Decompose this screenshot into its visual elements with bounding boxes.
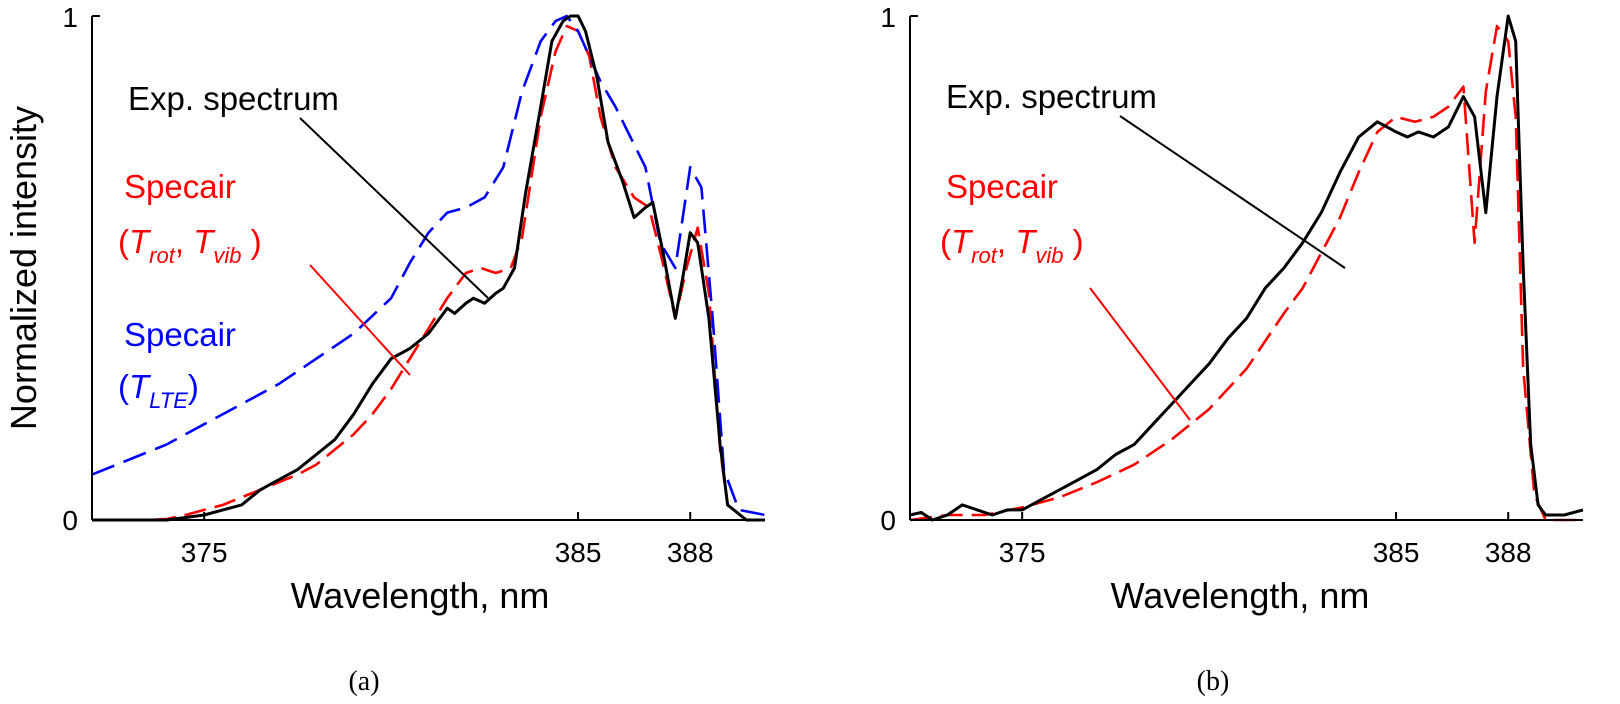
panel-a-plot-area [91,14,766,522]
panel-a: 1 0 375 385 388 Wavelength, nm Normalized … [3,2,766,697]
panel-b-ytick-1: 1 [880,2,896,33]
panel-b-plot-area [909,14,1584,522]
panel-a-specair1-params: (Trot, Tvib ) [118,223,262,268]
panel-b-specair1-leader [1089,287,1191,421]
panel-a-series-2-line [91,14,766,517]
panel-a-specair2-title: Specair [124,316,236,353]
panel-a-xlabel: Wavelength, nm [291,575,550,616]
panel-b-specair1-title: Specair [946,168,1058,205]
panel-a-xtick-label-1: 385 [555,537,602,568]
panel-b-ytick-0: 0 [880,505,896,536]
panel-b-caption: (b) [1197,666,1230,697]
panel-b-exp-label: Exp. spectrum [946,78,1157,115]
panel-a-exp-label: Exp. spectrum [128,80,339,117]
panel-a-series-0-line [92,14,765,522]
panel-a-specair2-params: (TLTE) [118,368,199,413]
panel-b-series-1-line [909,24,1583,522]
panel-b-xtick-label-2: 388 [1485,537,1532,568]
panel-b-xtick-label-1: 385 [1373,537,1420,568]
panel-b: 1 0 375 385 388 Wavelength, nm Exp. spectr… [880,2,1584,697]
panel-b-xtick-label-0: 375 [999,537,1046,568]
panel-a-specair1-title: Specair [124,168,236,205]
panel-b-specair1-params: (Trot, Tvib ) [940,223,1084,268]
panel-a-caption: (a) [348,666,379,697]
panel-b-exp-leader [1119,115,1346,269]
panel-b-series-0-line [909,14,1584,522]
panel-b-xlabel: Wavelength, nm [1111,575,1370,616]
panel-a-exp-leader [299,117,489,299]
panel-a-specair1-leader [309,264,411,376]
panel-a-ylabel: Normalized intensity [3,106,44,430]
panel-a-ytick-0: 0 [62,505,78,536]
panel-a-ytick-1: 1 [62,2,78,33]
panel-a-xtick-label-2: 388 [667,537,714,568]
panel-a-xtick-label-0: 375 [181,537,228,568]
